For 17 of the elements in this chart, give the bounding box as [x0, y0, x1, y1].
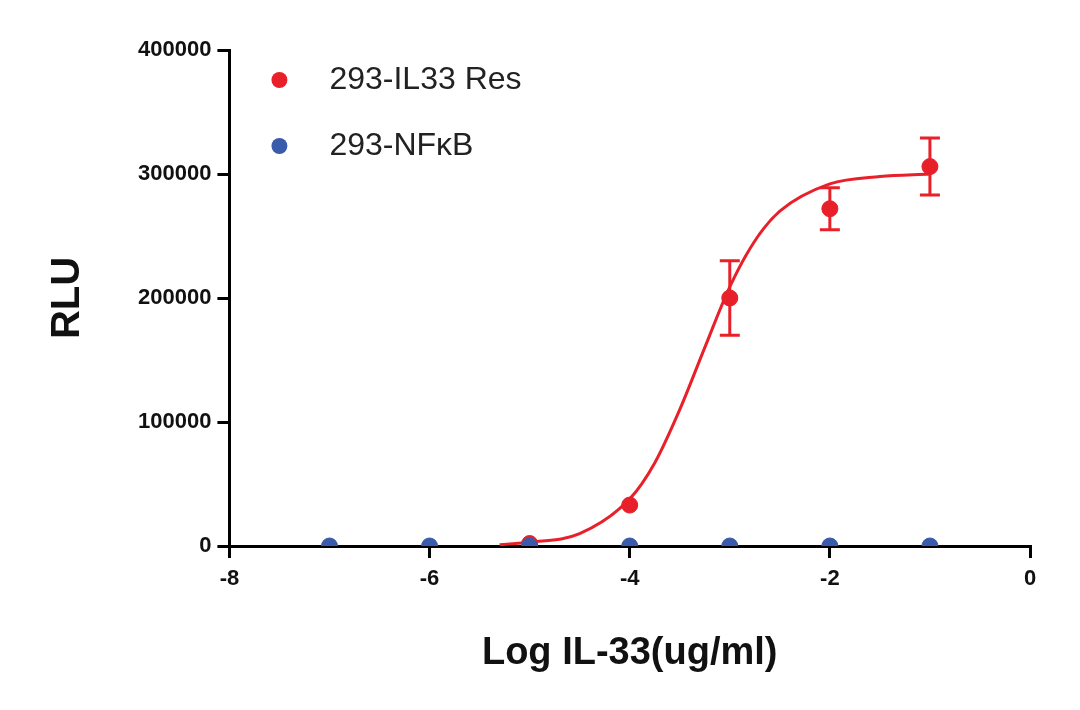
x-tick-label: -2	[820, 565, 840, 591]
y-tick-label: 400000	[137, 36, 212, 62]
y-tick-label: 300000	[137, 160, 212, 186]
y-tick-label: 100000	[137, 408, 212, 434]
x-tick-label: -8	[219, 565, 240, 591]
point	[921, 158, 939, 176]
x-tick-label: -6	[419, 565, 440, 591]
y-tick-label: 200000	[137, 284, 212, 310]
legend-label: 293-IL33 Res	[329, 59, 522, 96]
y-tick-label: 0	[199, 532, 212, 558]
point	[721, 289, 739, 307]
point	[821, 200, 839, 218]
x-axis-title: Log IL-33(ug/ml)	[481, 629, 778, 672]
y-axis-title: RLU	[43, 256, 88, 340]
x-tick-label: -4	[619, 565, 641, 591]
x-tick-label: 0	[1023, 565, 1037, 591]
legend-label: 293-NFκB	[329, 125, 474, 162]
